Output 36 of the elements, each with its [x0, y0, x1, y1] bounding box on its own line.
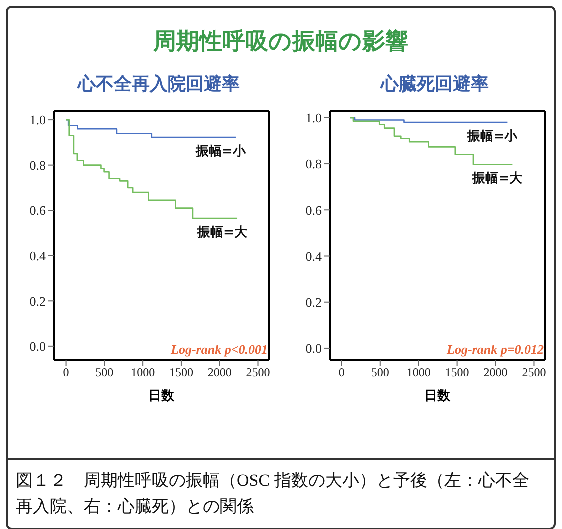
y-tick-label: 0.4	[306, 248, 322, 264]
chart-subtitle: 心不全再入院回避率	[76, 73, 241, 96]
series-label: 振幅=小	[194, 144, 247, 160]
x-tick-label: 1500	[445, 366, 470, 380]
y-tick-label: 0.6	[306, 202, 322, 218]
x-tick-label: 2000	[484, 366, 508, 380]
x-tick-label: 1500	[169, 366, 194, 380]
y-tick-label: 0.0	[30, 339, 46, 354]
x-tick-label: 500	[96, 366, 114, 380]
x-tick-label: 2000	[208, 366, 232, 380]
y-tick-label: 0.2	[306, 294, 322, 310]
x-tick-label: 1000	[406, 366, 431, 380]
chart-title: 周期性呼吸の振幅の影響	[152, 28, 410, 57]
annotation: Log-rank p=0.012	[447, 342, 544, 358]
y-tick-label: 0.6	[30, 203, 46, 218]
x-tick-label: 1000	[131, 366, 156, 380]
annotation: Log-rank p<0.001	[171, 342, 268, 358]
series-label: 振幅=大	[196, 226, 248, 241]
y-tick-label: 0.2	[30, 294, 46, 309]
y-tick-label: 0.8	[30, 158, 46, 173]
x-tick-label: 0	[338, 366, 345, 380]
series-label: 振幅=小	[466, 130, 519, 145]
chart-subtitle: 心臓死回避率	[379, 73, 490, 96]
series-label: 振幅=大	[472, 172, 524, 187]
y-tick-label: 0.4	[30, 248, 46, 264]
x-axis-title: 日数	[424, 389, 452, 404]
x-tick-label: 0	[63, 366, 70, 380]
y-tick-label: 0.8	[306, 156, 322, 172]
y-tick-label: 1.0	[30, 112, 46, 128]
x-tick-label: 2500	[246, 366, 270, 380]
y-tick-label: 1.0	[306, 110, 322, 126]
x-axis-title: 日数	[148, 389, 176, 404]
x-tick-label: 500	[371, 366, 390, 380]
y-tick-label: 0.0	[306, 341, 322, 356]
x-tick-label: 2500	[522, 366, 546, 380]
caption: 図１２ 周期性呼吸の振幅（OSC 指数の大小）と予後（左：心不全再入院、右：心臓死）との関係	[8, 458, 554, 520]
